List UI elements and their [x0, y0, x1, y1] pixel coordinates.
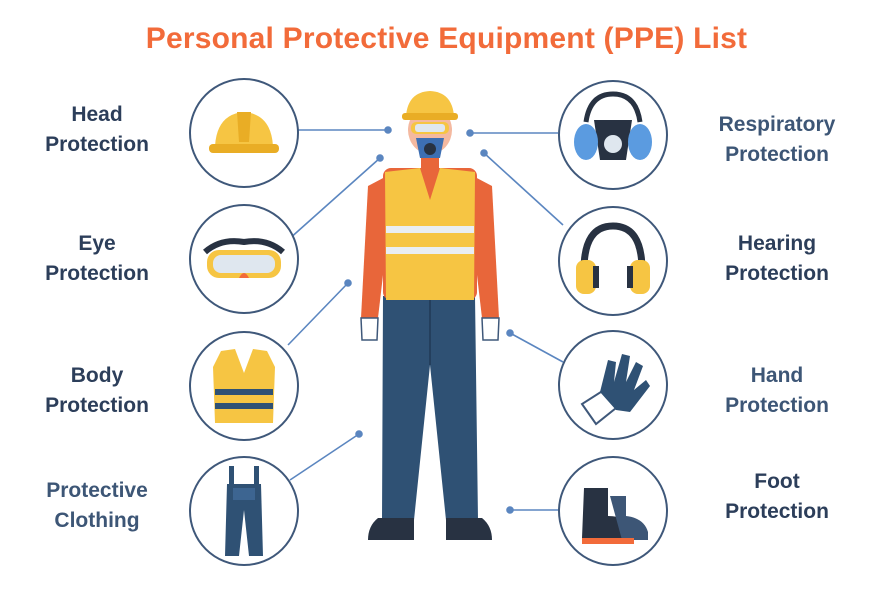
label-head-protection: Head Protection [45, 103, 149, 156]
label-respiratory-protection: Respiratory Protection [718, 113, 836, 166]
connector-dot-respiratory [466, 129, 474, 137]
goggles-icon [189, 204, 299, 314]
label-hand-protection: Hand Protection [725, 364, 829, 417]
connector-dot-hearing [480, 149, 488, 157]
connector-body [287, 282, 349, 346]
label-protective-clothing: Protective Clothing [46, 479, 148, 532]
label-eye-protection: Eye Protection [45, 232, 149, 285]
connector-dot-clothing [355, 430, 363, 438]
respirator-icon [558, 80, 668, 190]
connector-hearing [483, 152, 564, 226]
overalls-icon [189, 456, 299, 566]
connector-dot-head [384, 126, 392, 134]
hard-hat-icon [189, 78, 299, 188]
label-body-protection: Body Protection [45, 364, 149, 417]
connector-dot-body [344, 279, 352, 287]
boots-icon [558, 456, 668, 566]
connector-dot-eye [376, 154, 384, 162]
connector-eye [287, 157, 381, 241]
label-hearing-protection: Hearing Protection [725, 232, 829, 285]
label-foot-protection: Foot Protection [725, 470, 829, 523]
connector-hand [509, 332, 564, 363]
connector-clothing [289, 433, 360, 481]
earmuffs-icon [558, 206, 668, 316]
connector-dot-hand [506, 329, 514, 337]
gloves-icon [558, 330, 668, 440]
safety-vest-icon [189, 331, 299, 441]
connector-dot-foot [506, 506, 514, 514]
page-title: Personal Protective Equipment (PPE) List [145, 22, 748, 55]
